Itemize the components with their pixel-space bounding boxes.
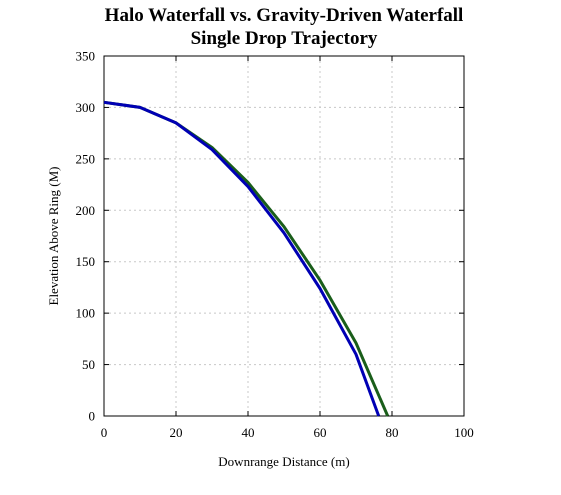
- tick-marks: [103, 55, 465, 417]
- y-tick-label: 200: [76, 203, 96, 218]
- x-tick-label: 100: [454, 425, 474, 440]
- series-lines: [103, 100, 390, 417]
- grid: [104, 56, 464, 416]
- x-tick-label: 80: [386, 425, 399, 440]
- y-axis-label: Elevation Above Ring (M): [46, 166, 61, 305]
- series-line-1: [103, 100, 390, 417]
- x-axis-label: Downrange Distance (m): [218, 454, 349, 469]
- x-tick-label: 40: [242, 425, 255, 440]
- y-tick-label: 0: [89, 409, 96, 424]
- x-tick-label: 20: [170, 425, 183, 440]
- x-tick-labels: 0 20 40 60 80 100: [101, 425, 474, 440]
- y-tick-label: 50: [82, 357, 95, 372]
- plot-frame: [103, 55, 465, 417]
- chart-subtitle: Single Drop Trajectory: [191, 28, 378, 49]
- y-tick-label: 350: [76, 49, 96, 64]
- y-tick-label: 300: [76, 100, 96, 115]
- y-tick-label: 250: [76, 151, 96, 166]
- y-tick-labels: 0 50 100 150 200 250 300 350: [76, 49, 96, 424]
- y-tick-label: 100: [76, 306, 96, 321]
- y-tick-label: 150: [76, 254, 96, 269]
- series-line-2: [103, 100, 381, 417]
- x-tick-label: 0: [101, 425, 108, 440]
- x-tick-label: 60: [314, 425, 327, 440]
- chart-title: Halo Waterfall vs. Gravity-Driven Waterf…: [105, 5, 464, 26]
